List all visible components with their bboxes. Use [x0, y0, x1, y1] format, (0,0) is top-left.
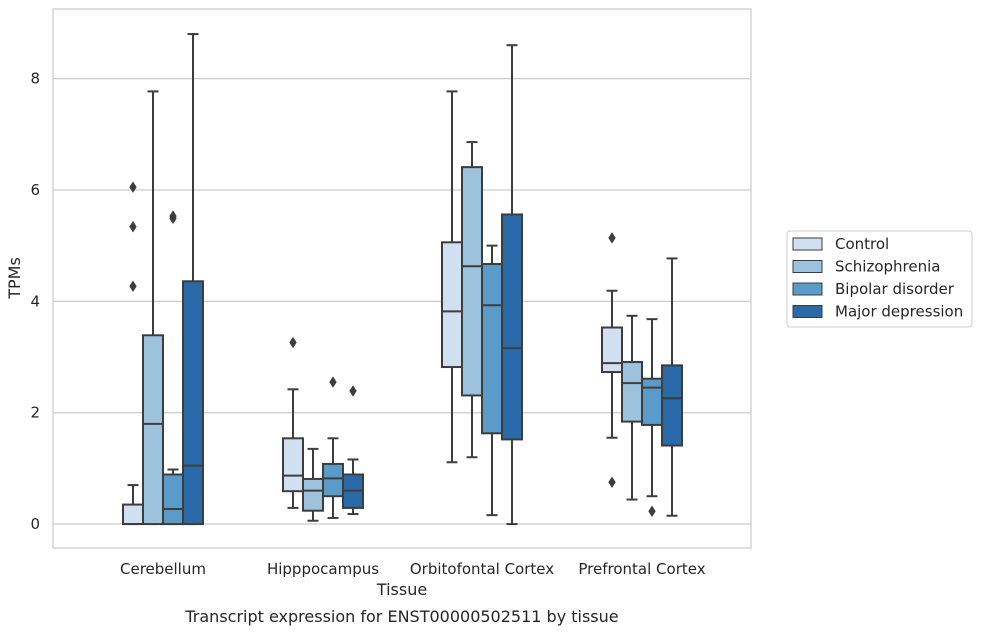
legend-label: Control [835, 235, 889, 253]
outlier-point [129, 181, 137, 193]
y-axis-label: TPMs [5, 257, 24, 300]
box [441, 90, 463, 464]
box [661, 257, 683, 517]
box [641, 318, 663, 517]
legend-swatch [792, 260, 823, 273]
x-tick-label: Orbitofontal Cortex [410, 560, 554, 578]
legend-frame [786, 230, 973, 328]
legend-swatch [792, 237, 823, 251]
box-iqr [322, 462, 344, 498]
box [621, 314, 643, 501]
outlier-point [349, 385, 357, 397]
box-iqr [302, 477, 324, 512]
box [501, 44, 523, 526]
y-tick-label: 2 [30, 404, 40, 422]
box-iqr [641, 377, 663, 426]
legend-swatch [792, 282, 823, 296]
box-iqr [142, 334, 164, 526]
box-iqr [282, 437, 304, 493]
legend-label: Schizophrenia [835, 258, 940, 276]
box-iqr [461, 166, 483, 397]
outlier-point [129, 220, 137, 233]
box [182, 33, 204, 526]
box [142, 90, 164, 526]
legend-swatch [792, 305, 823, 318]
y-tick-label: 6 [30, 181, 40, 199]
box-iqr [162, 473, 184, 526]
box [461, 141, 483, 459]
y-tick-label: 4 [30, 292, 40, 310]
outlier-point [608, 232, 616, 244]
x-tick-labels: Cerebellum Hipppocampus Orbitofontal Corte… [120, 560, 706, 578]
x-tick-label: Hipppocampus [267, 560, 379, 578]
y-tick-label: 8 [30, 70, 40, 88]
box-iqr [621, 361, 643, 423]
box [342, 385, 364, 516]
box-iqr [481, 263, 503, 435]
box [481, 244, 503, 517]
legend-label: Major depression [835, 303, 963, 321]
box-iqr [122, 503, 144, 526]
y-tick-labels: 0 2 4 6 8 [30, 70, 40, 533]
box [282, 336, 304, 509]
y-tick-label: 0 [30, 515, 40, 533]
x-tick-label: Prefrontal Cortex [578, 560, 705, 578]
chart-caption: Transcript expression for ENST0000050251… [184, 607, 618, 626]
box-iqr [601, 326, 623, 374]
box-series [122, 33, 683, 526]
outlier-point [329, 376, 337, 388]
box [162, 210, 184, 526]
legend-label: Bipolar disorder [835, 280, 955, 298]
box [322, 376, 344, 519]
plot-frame [52, 8, 752, 549]
outlier-point [648, 505, 656, 517]
legend: Control Schizophrenia Bipolar disorder Majo… [786, 230, 973, 328]
box-iqr [182, 280, 204, 526]
outlier-point [289, 336, 297, 349]
box [601, 232, 623, 489]
box-iqr [501, 213, 523, 441]
box [122, 181, 144, 526]
box-iqr [661, 364, 683, 447]
outlier-point [608, 476, 616, 489]
x-tick-label: Cerebellum [120, 560, 206, 578]
x-axis-label: Tissue [376, 580, 427, 599]
box-iqr [441, 241, 463, 369]
box [302, 447, 324, 522]
outlier-point [129, 280, 137, 293]
outlier-point [169, 210, 177, 222]
